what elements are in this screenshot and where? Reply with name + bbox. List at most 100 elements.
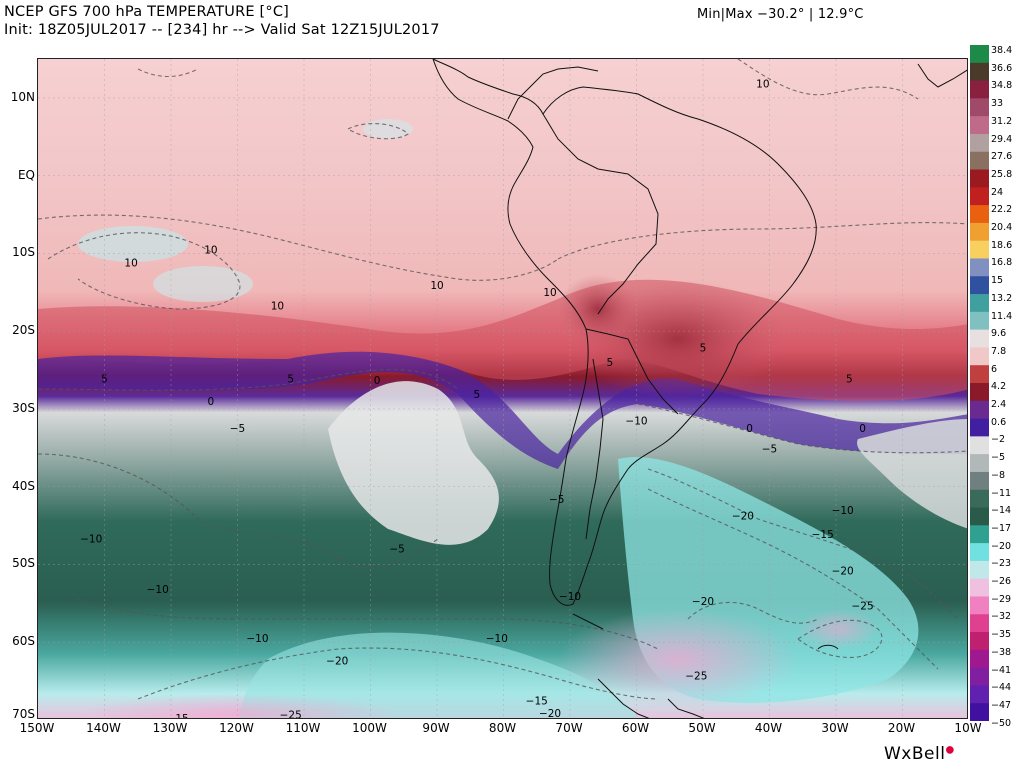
color-scale-swatch [970,311,989,331]
min-max-readout: Min|Max −30.2° | 12.9°C [697,7,864,22]
latitude-label: 30S [12,400,35,415]
color-scale-label: −32 [991,611,1012,623]
run-info: Init: 18Z05JUL2017 -- [234] hr --> Valid… [4,22,440,38]
contour-label: −25 [852,600,874,612]
longitude-label: 150W [19,721,55,735]
color-scale-label: 0.6 [991,416,1007,428]
color-scale-label: 13.2 [991,292,1013,304]
contour-label: 10 [124,258,137,270]
contour-label: 5 [101,373,108,385]
color-scale-label: −29 [991,593,1012,605]
contour-label: 10 [430,280,443,292]
color-scale-label: −41 [991,664,1012,676]
color-scale-label: 29.4 [991,133,1013,145]
latitude-label: 10S [12,245,35,260]
latitude-label: 60S [12,634,35,649]
color-scale-swatch [970,169,989,188]
color-scale-swatch [970,205,989,224]
color-scale-label: −47 [991,699,1012,711]
color-scale-label: 38.4 [991,45,1013,56]
contour-label: −15 [167,713,189,719]
contour-label: −20 [326,656,348,668]
longitude-label: 80W [488,721,517,735]
longitude-label: 10W [954,721,982,735]
contour-label: −15 [526,695,548,707]
latitude-label: 50S [12,556,35,571]
contour-label: −25 [280,709,302,719]
contour-label: −5 [549,494,564,506]
longitude-label: 30W [821,721,849,735]
color-scale-label: −17 [991,522,1012,534]
color-scale-label: 2.4 [991,399,1007,410]
contour-label: 0 [208,396,215,408]
color-scale-swatch [970,365,989,384]
color-scale-swatch [970,614,989,633]
color-scale-label: 15 [991,275,1004,287]
longitude-label: 50W [688,721,716,735]
color-scale-swatch [970,133,989,153]
color-scale-label: −50 [991,717,1012,729]
color-scale-label: −38 [991,646,1012,658]
contour-label: −10 [246,633,268,645]
color-scale-label: 18.6 [991,239,1013,251]
color-scale-swatch [970,436,989,455]
color-scale-swatch [970,276,989,295]
map-title: NCEP GFS 700 hPa TEMPERATURE [°C] [4,4,290,20]
color-scale-label: 7.8 [991,345,1007,357]
color-scale-swatch [970,240,989,259]
longitude-label: 130W [152,721,188,735]
color-scale-swatch [970,383,989,402]
latitude-label: 20S [12,323,35,338]
color-scale-label: 36.6 [991,62,1013,74]
contour-label: 0 [746,423,753,435]
color-scale-swatch [970,649,989,669]
color-scale-label: 27.6 [991,151,1013,163]
contour-label: −15 [812,529,834,541]
contour-label: 0 [374,375,381,387]
color-scale-label: −35 [991,629,1012,641]
contour-label: 10 [543,287,556,299]
contour-label: −20 [832,565,854,577]
contour-label: −5 [762,443,777,455]
color-scale-swatch [970,471,989,491]
color-scale-label: 20.4 [991,222,1013,233]
wxbell-logo: WxBell● [884,744,955,764]
color-scale-label: 25.8 [991,168,1013,180]
color-scale-swatch [970,258,989,277]
color-scale-swatch [970,98,989,117]
contour-label: −10 [486,633,508,645]
color-scale-swatch [970,578,989,597]
contour-label: 5 [474,389,481,401]
color-scale-swatch [970,632,989,651]
color-scale-label: 16.8 [991,257,1013,269]
longitude-label: 120W [219,721,254,735]
color-scale-label: 9.6 [991,328,1007,340]
color-scale-swatch [970,507,989,526]
color-scale-label: −2 [991,434,1006,446]
contour-label: 10 [204,244,217,256]
longitude-label: 110W [285,721,321,735]
color-scale-swatch [970,294,989,313]
logo-text: WxBell [884,744,946,764]
color-scale-label: −5 [991,452,1006,464]
contour-label: −20 [539,708,561,719]
color-scale-swatch [970,418,989,437]
color-scale-swatch [970,151,989,171]
color-scale-swatch [970,703,989,721]
longitude-label: 40W [754,721,783,735]
color-scale-swatch [970,329,989,348]
longitude-label: 90W [422,721,450,735]
contour-label: −5 [389,544,404,556]
color-scale-label: 4.2 [991,381,1007,393]
contour-label: 5 [607,357,614,369]
map-canvas: 10 10 10 10 10 10 5 5 5 5 5 5 0 0 0 0 −5 −5 −5 −5 −10 −10 −10 −… [38,59,967,719]
color-scale-swatch [970,454,989,473]
color-scale-swatch [970,222,989,242]
color-scale-label: −23 [991,558,1012,570]
color-scale-label: 6 [991,363,998,375]
color-scale-swatch [970,187,989,206]
color-scale-swatch [970,80,989,99]
color-scale-label: 34.8 [991,80,1013,92]
latitude-label: EQ [17,167,35,182]
color-scale-bar [970,45,989,721]
